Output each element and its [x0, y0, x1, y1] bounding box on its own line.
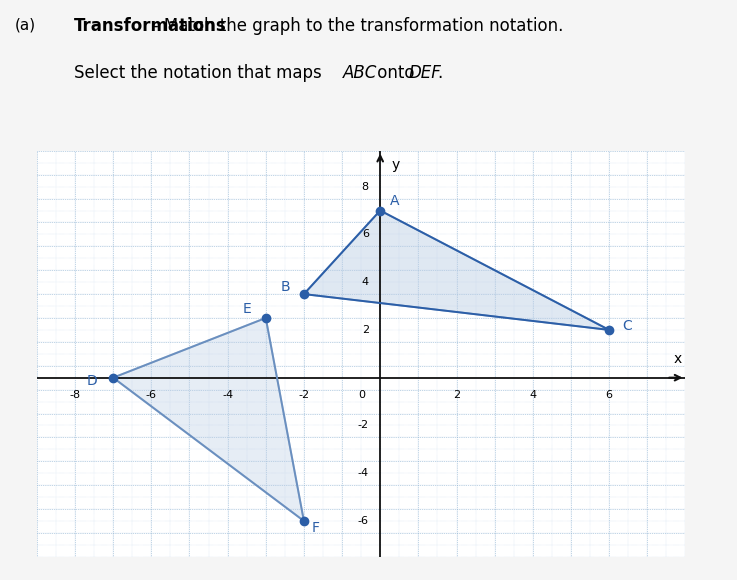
- Text: (a): (a): [15, 17, 36, 32]
- Text: -8: -8: [69, 390, 80, 400]
- Text: Select the notation that maps: Select the notation that maps: [74, 64, 326, 82]
- Text: -2: -2: [298, 390, 310, 400]
- Text: DEF: DEF: [409, 64, 442, 82]
- Polygon shape: [304, 211, 609, 330]
- Text: y: y: [391, 158, 400, 172]
- Polygon shape: [113, 318, 304, 521]
- Text: 6: 6: [362, 229, 368, 240]
- Text: 4: 4: [362, 277, 368, 287]
- Text: 0: 0: [358, 390, 365, 400]
- Text: A: A: [390, 194, 399, 208]
- Text: 8: 8: [362, 182, 368, 191]
- Text: -6: -6: [357, 516, 368, 526]
- Text: C: C: [623, 319, 632, 333]
- Text: D: D: [86, 374, 97, 388]
- Text: E: E: [243, 302, 251, 316]
- Text: -6: -6: [146, 390, 157, 400]
- Text: 6: 6: [606, 390, 612, 400]
- Text: onto: onto: [372, 64, 420, 82]
- Text: F: F: [312, 521, 320, 535]
- Text: ABC: ABC: [343, 64, 377, 82]
- Text: x: x: [674, 351, 682, 366]
- Text: -4: -4: [357, 468, 368, 478]
- Text: .: .: [437, 64, 442, 82]
- Text: -2: -2: [357, 420, 368, 430]
- Text: 4: 4: [529, 390, 537, 400]
- Text: 2: 2: [362, 325, 368, 335]
- Text: Transformations: Transformations: [74, 17, 226, 35]
- Text: - Match the graph to the transformation notation.: - Match the graph to the transformation …: [74, 17, 563, 35]
- Text: 2: 2: [453, 390, 460, 400]
- Text: B: B: [281, 280, 290, 293]
- Text: -4: -4: [222, 390, 233, 400]
